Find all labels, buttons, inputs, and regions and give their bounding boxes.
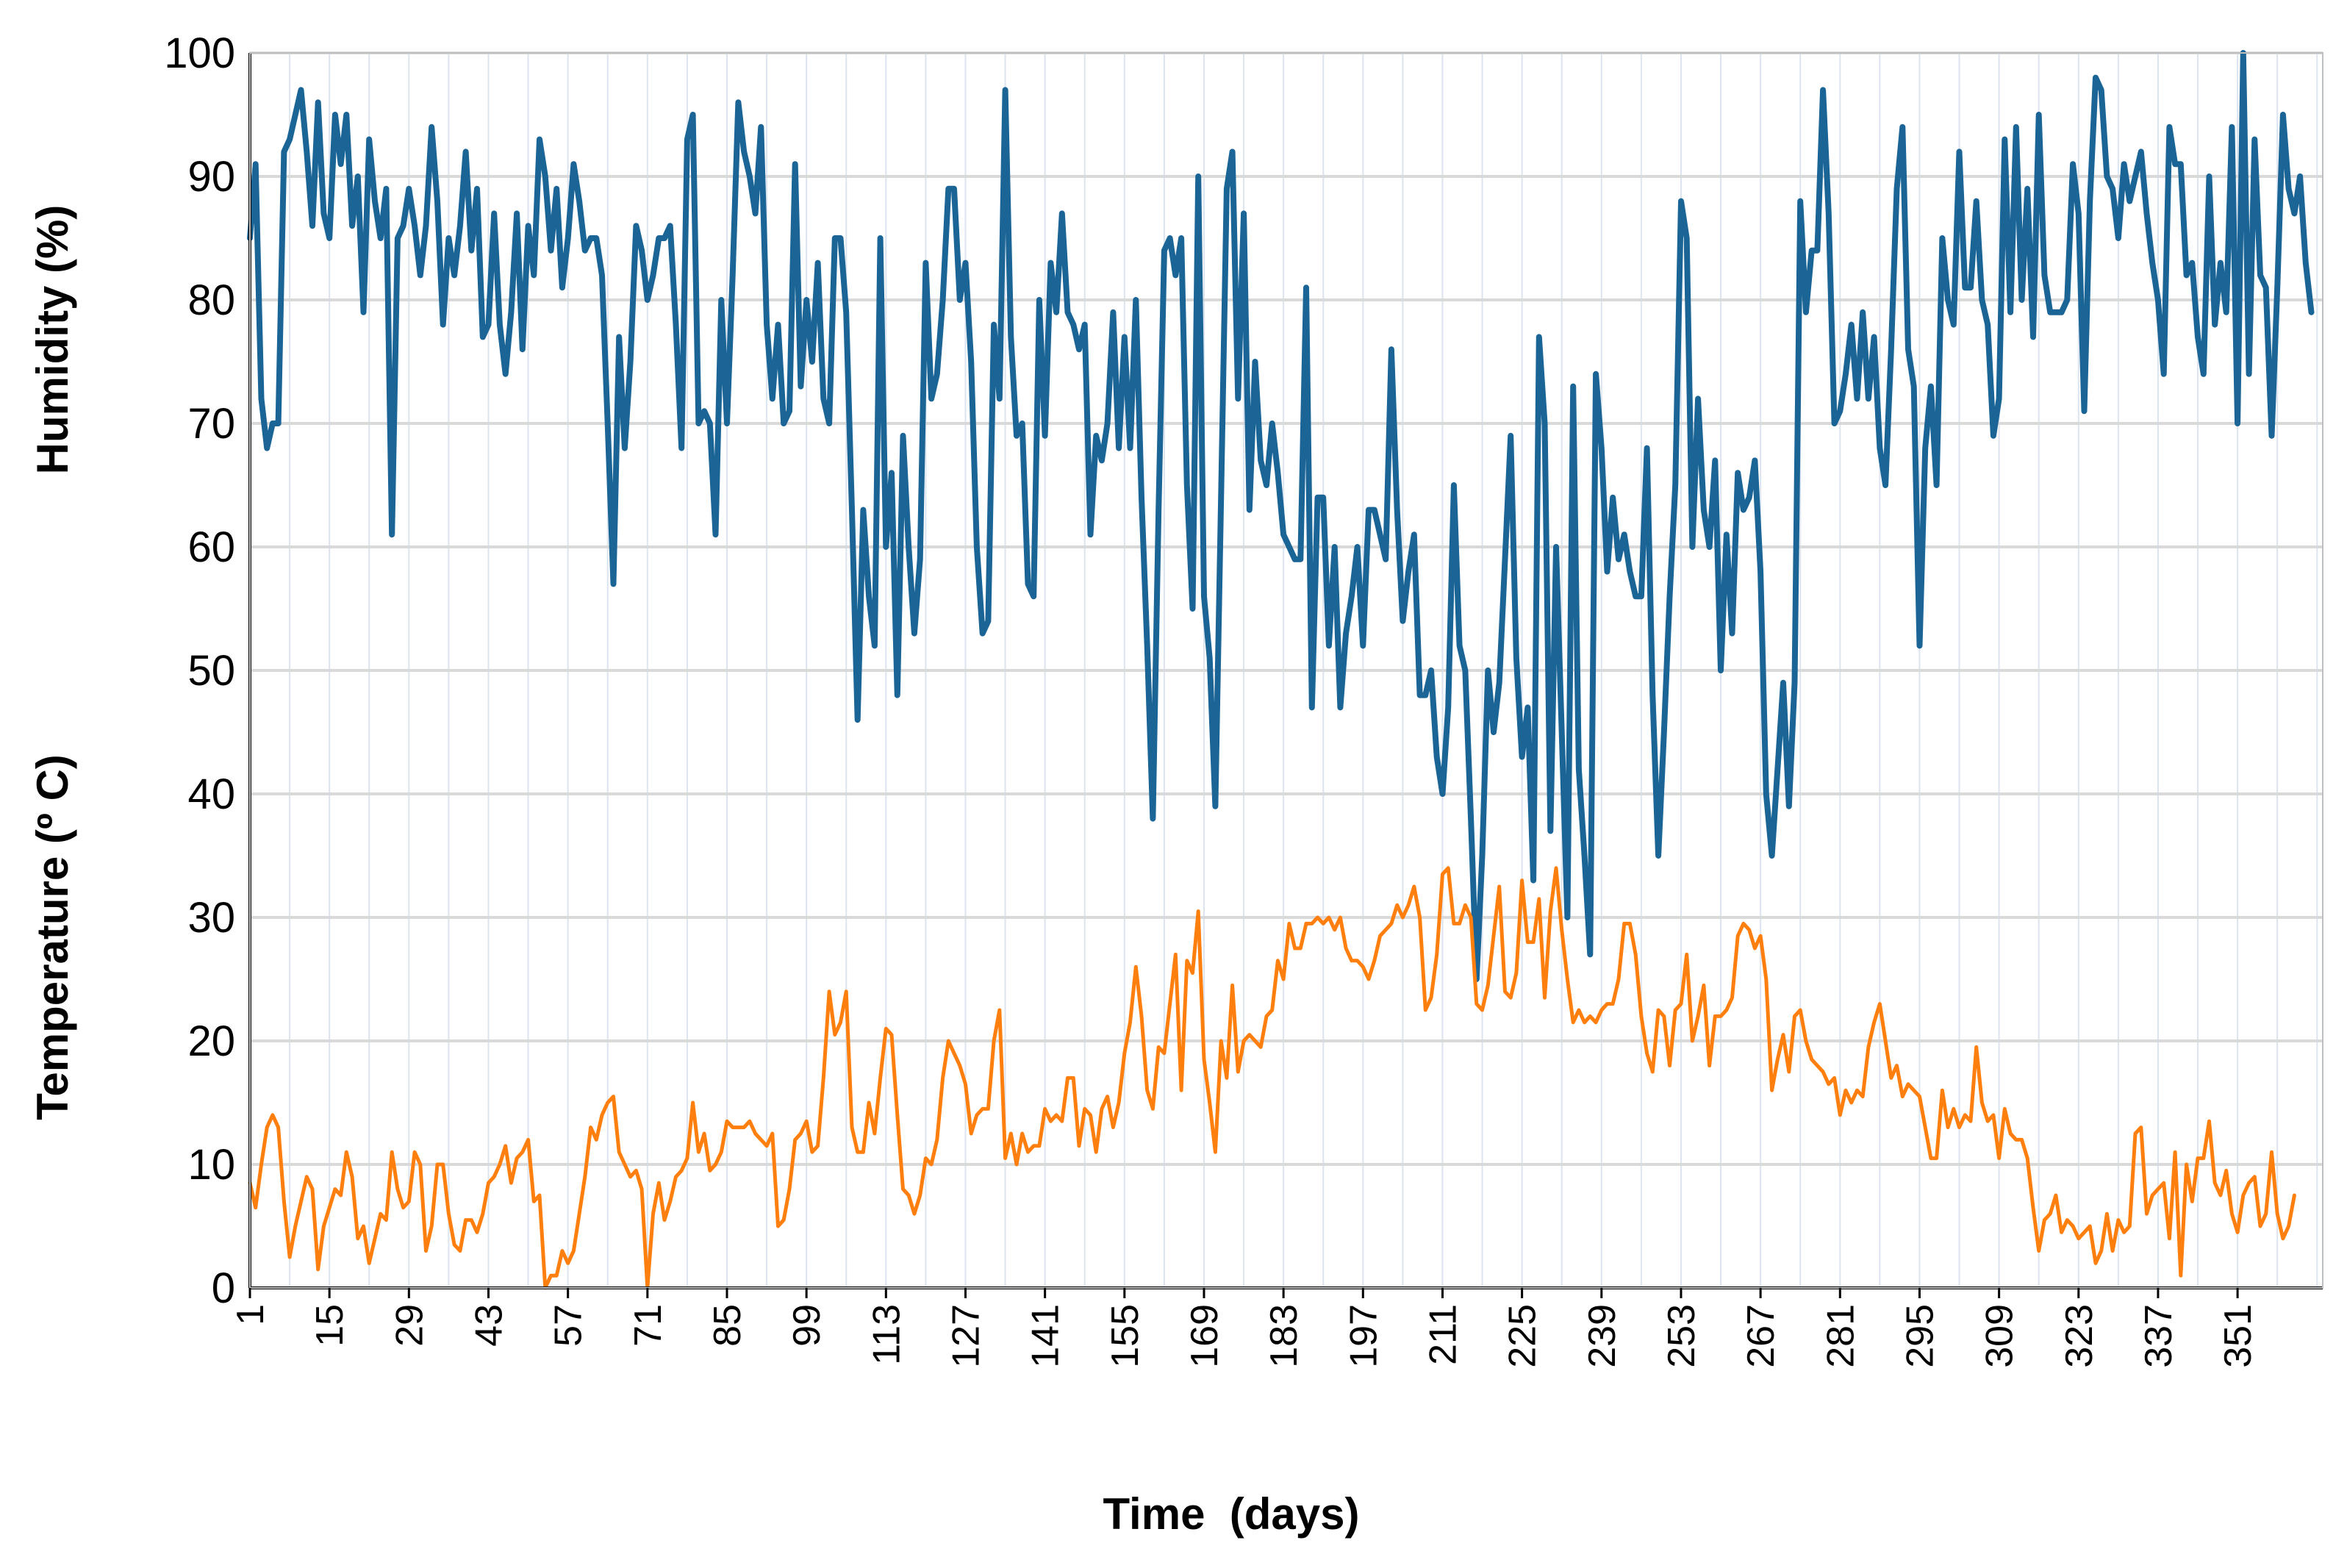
y-tick-label: 0 — [212, 1264, 235, 1312]
x-tick-label: 211 — [1422, 1304, 1464, 1365]
x-tick-label: 141 — [1025, 1304, 1067, 1368]
x-tick-label: 113 — [865, 1304, 908, 1365]
x-tick-label: 155 — [1104, 1304, 1147, 1368]
x-tick-label: 71 — [627, 1304, 670, 1347]
series-line-temperature — [248, 866, 2296, 1290]
x-tick-labels: 1 15 29 43 57 71 85 99 113 127 141 155 169 183 197 211 2… — [229, 1304, 2260, 1368]
x-axis-title: Time (days) — [1103, 1489, 1359, 1539]
y-axis-title-temperature: Temperature (º C) — [28, 754, 77, 1120]
x-tick-label: 1 — [229, 1304, 272, 1325]
x-tick-label: 183 — [1263, 1304, 1305, 1368]
x-tick-label: 267 — [1740, 1304, 1782, 1368]
y-tick-label: 10 — [187, 1141, 235, 1189]
y-tick-label: 70 — [187, 400, 235, 448]
y-tick-label: 100 — [164, 29, 235, 77]
x-tick-label: 309 — [1979, 1304, 2021, 1368]
x-tick-label: 351 — [2217, 1304, 2260, 1368]
x-tick-label: 239 — [1581, 1304, 1624, 1368]
series-group — [247, 50, 2315, 1290]
y-tick-label: 80 — [187, 276, 235, 324]
y-tick-label: 20 — [187, 1017, 235, 1065]
y-tick-labels: 0 10 20 30 40 50 60 70 80 90 100 — [164, 29, 235, 1312]
x-tick-label: 169 — [1183, 1304, 1226, 1368]
x-tick-label: 57 — [548, 1304, 590, 1347]
x-tick-label: 295 — [1899, 1304, 1941, 1368]
x-tick-label: 253 — [1660, 1304, 1703, 1368]
y-tick-label: 50 — [187, 647, 235, 695]
y-tick-label: 60 — [187, 523, 235, 571]
plot-area-border — [249, 52, 2323, 1289]
x-tick-label: 197 — [1342, 1304, 1385, 1368]
x-tick-label: 29 — [388, 1304, 431, 1347]
x-tick-label: 127 — [945, 1304, 987, 1368]
x-tick-label: 337 — [2138, 1304, 2180, 1368]
x-tick-label: 85 — [706, 1304, 749, 1347]
x-tick-label: 99 — [786, 1304, 828, 1347]
x-tick-label: 281 — [1819, 1304, 1862, 1368]
y-tick-label: 30 — [187, 894, 235, 942]
y-axis-title-humidity: Humidity (%) — [28, 205, 77, 475]
series-line-humidity — [247, 50, 2315, 982]
x-tick-label: 43 — [467, 1304, 510, 1347]
x-tick-label: 15 — [309, 1304, 351, 1347]
axes — [248, 52, 2323, 1298]
y-tick-label: 90 — [187, 153, 235, 201]
x-tick-label: 323 — [2058, 1304, 2101, 1368]
x-tick-label: 225 — [1502, 1304, 1544, 1368]
y-tick-label: 40 — [187, 770, 235, 818]
